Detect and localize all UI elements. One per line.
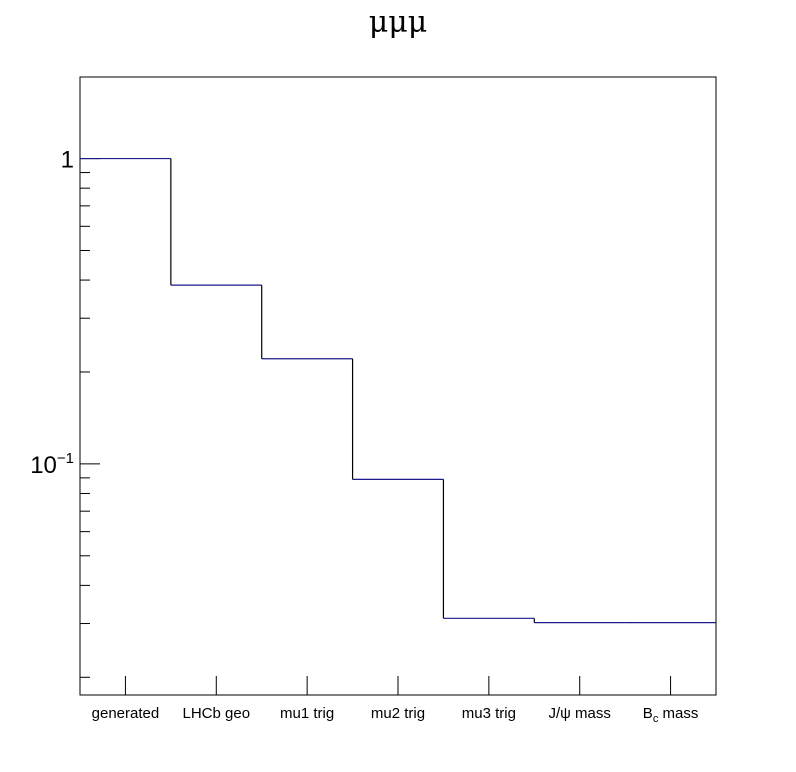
y-tick-label: 10−1 — [30, 450, 74, 479]
y-major-ticks — [80, 158, 100, 465]
x-tick-label: LHCb geo — [183, 705, 251, 722]
histogram-steps — [80, 157, 716, 624]
x-tick-label: mu2 trig — [371, 705, 425, 722]
x-tick-labels: generated LHCb geo mu1 trig mu2 trig mu3 tri… — [92, 705, 699, 725]
x-ticks — [124, 676, 672, 695]
y-tick-labels: 1 10−1 — [30, 147, 74, 479]
x-tick-label: J/ψ mass — [549, 705, 611, 722]
x-tick-label: generated — [92, 705, 160, 722]
x-tick-label: mu3 trig — [462, 705, 516, 722]
chart-title: μμμ — [369, 5, 428, 40]
plot-frame — [79, 76, 717, 696]
y-minor-ticks — [80, 172, 90, 678]
x-tick-label: Bc mass — [643, 705, 699, 725]
x-tick-label: mu1 trig — [280, 705, 334, 722]
y-tick-label: 1 — [61, 147, 74, 174]
